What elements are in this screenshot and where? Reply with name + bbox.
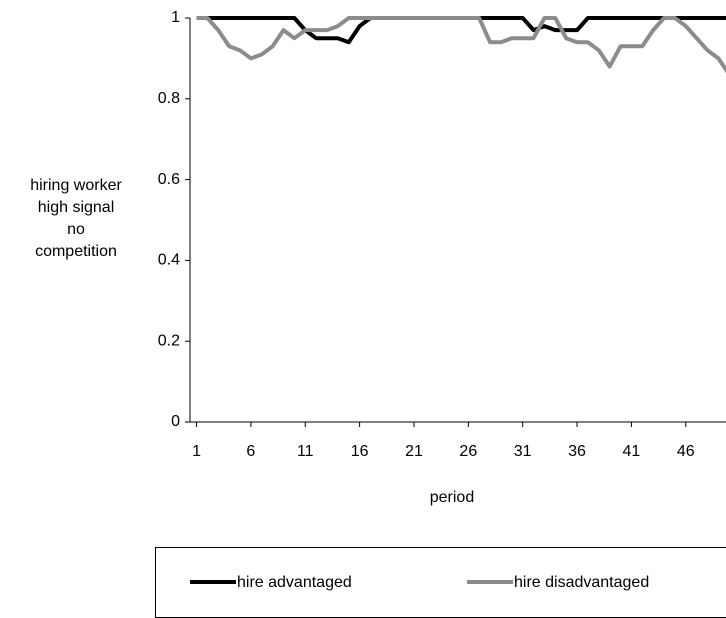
y-tick-label: 1 — [171, 9, 180, 26]
y-axis-label: no — [67, 221, 85, 238]
x-axis-label: period — [430, 489, 474, 506]
x-tick-label: 26 — [459, 443, 477, 460]
x-tick-label: 36 — [568, 443, 586, 460]
legend-label: hire advantaged — [237, 574, 352, 591]
y-tick-label: 0.8 — [158, 90, 180, 107]
x-tick-label: 1 — [192, 443, 201, 460]
y-tick-label: 0 — [171, 413, 180, 430]
legend-label: hire disadvantaged — [514, 574, 649, 591]
y-axis-label: competition — [35, 243, 117, 260]
plot-area — [196, 16, 726, 74]
x-tick-label: 6 — [246, 443, 255, 460]
x-tick-label: 21 — [405, 443, 423, 460]
x-tick-label: 31 — [514, 443, 532, 460]
y-tick-label: 0.4 — [158, 252, 180, 269]
x-tick-label: 16 — [351, 443, 369, 460]
data-line — [196, 16, 726, 74]
x-tick-label: 41 — [623, 443, 641, 460]
x-tick-label: 11 — [297, 443, 314, 460]
x-tick-label: 46 — [677, 443, 695, 460]
y-axis-label: hiring worker — [30, 177, 122, 194]
y-tick-label: 0.2 — [158, 332, 180, 349]
y-axis-label: high signal — [38, 199, 115, 216]
y-tick-label: 0.6 — [158, 171, 180, 188]
